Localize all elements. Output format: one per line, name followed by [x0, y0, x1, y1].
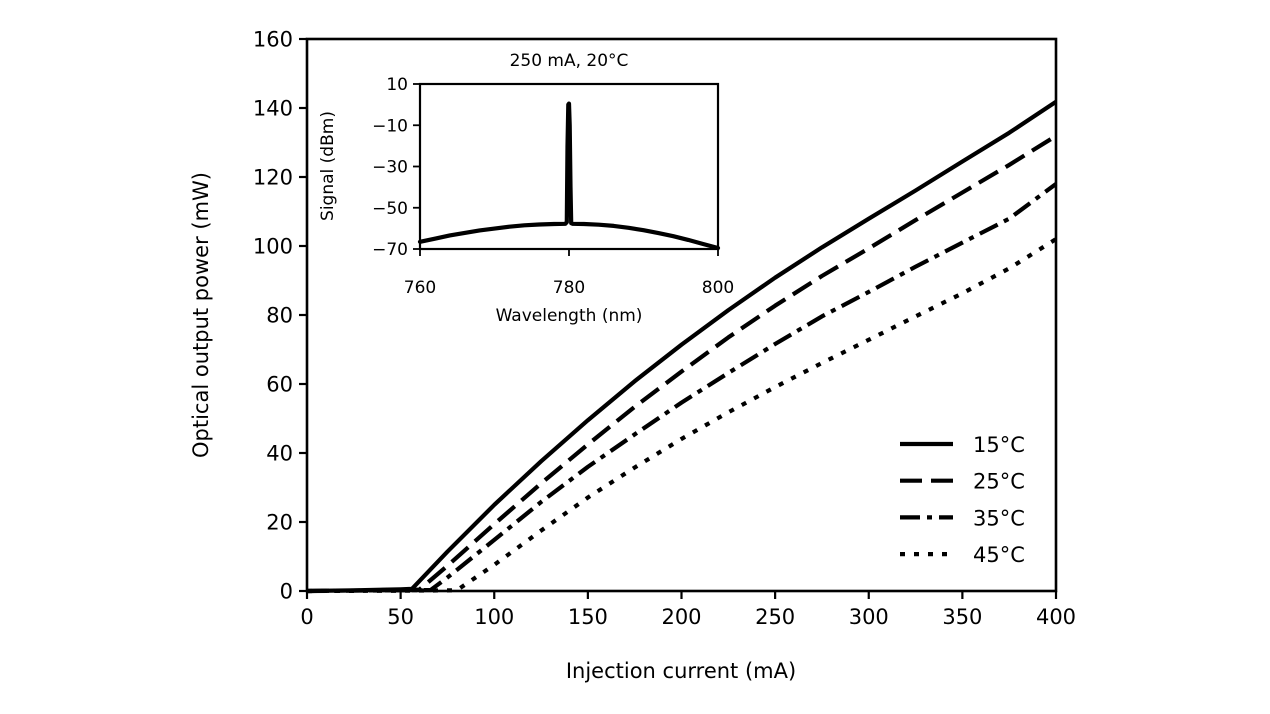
legend-label-45c: 45°C — [973, 543, 1025, 567]
y-tick-label: 40 — [266, 442, 293, 466]
inset-y-tick-label: 10 — [386, 75, 408, 95]
series-line-45c — [306, 237, 1058, 594]
inset-x-axis-label: Wavelength (nm) — [496, 306, 643, 326]
main-series-group — [306, 100, 1058, 594]
inset-x-tick-label: 800 — [702, 278, 734, 298]
y-tick-label: 140 — [253, 97, 293, 121]
inset-y-tick-label: −50 — [372, 199, 408, 219]
series-line-25c — [306, 134, 1058, 594]
inset-y-tick-label: −10 — [372, 116, 408, 136]
x-tick-label: 400 — [1036, 605, 1076, 629]
legend: 15°C 25°C 35°C 45°C — [900, 433, 1025, 567]
x-tick-label: 0 — [300, 605, 313, 629]
inset-series-group — [417, 101, 721, 251]
inset-x-ticks: 760 780 800 — [404, 249, 734, 298]
series-line-35c — [306, 182, 1058, 594]
inset-x-tick-label: 760 — [404, 278, 436, 298]
legend-label-15c: 15°C — [973, 433, 1025, 457]
main-y-ticks: 0 20 40 60 80 100 120 140 160 — [253, 28, 307, 604]
main-chart: 0 50 100 150 200 250 300 350 400 0 20 40 60 80 100 120… — [189, 28, 1076, 684]
y-tick-label: 160 — [253, 28, 293, 52]
y-tick-label: 20 — [266, 511, 293, 535]
inset-title: 250 mA, 20°C — [510, 51, 629, 71]
x-tick-label: 250 — [755, 605, 795, 629]
inset-x-tick-label: 780 — [553, 278, 585, 298]
inset-y-ticks: 10 −10 −30 −50 −70 — [372, 75, 420, 260]
y-tick-label: 0 — [280, 580, 293, 604]
y-tick-label: 80 — [266, 304, 293, 328]
main-y-axis-label: Optical output power (mW) — [189, 172, 213, 458]
legend-label-25c: 25°C — [973, 470, 1025, 494]
inset-y-axis-label: Signal (dBm) — [318, 111, 338, 221]
x-tick-label: 50 — [387, 605, 414, 629]
y-tick-label: 100 — [253, 235, 293, 259]
inset-spectrum-line — [417, 101, 721, 251]
x-tick-label: 100 — [474, 605, 514, 629]
x-tick-label: 200 — [661, 605, 701, 629]
main-x-ticks: 0 50 100 150 200 250 300 350 400 — [300, 591, 1076, 629]
inset-chart: 760 780 800 10 −10 −30 −50 −70 250 mA, 20°C Wa… — [318, 51, 734, 326]
y-tick-label: 120 — [253, 166, 293, 190]
y-tick-label: 60 — [266, 373, 293, 397]
main-x-axis-label: Injection current (mA) — [566, 659, 796, 683]
legend-label-35c: 35°C — [973, 506, 1025, 530]
x-tick-label: 300 — [849, 605, 889, 629]
x-tick-label: 350 — [942, 605, 982, 629]
x-tick-label: 150 — [568, 605, 608, 629]
inset-y-tick-label: −30 — [372, 158, 408, 178]
inset-y-tick-label: −70 — [372, 240, 408, 260]
